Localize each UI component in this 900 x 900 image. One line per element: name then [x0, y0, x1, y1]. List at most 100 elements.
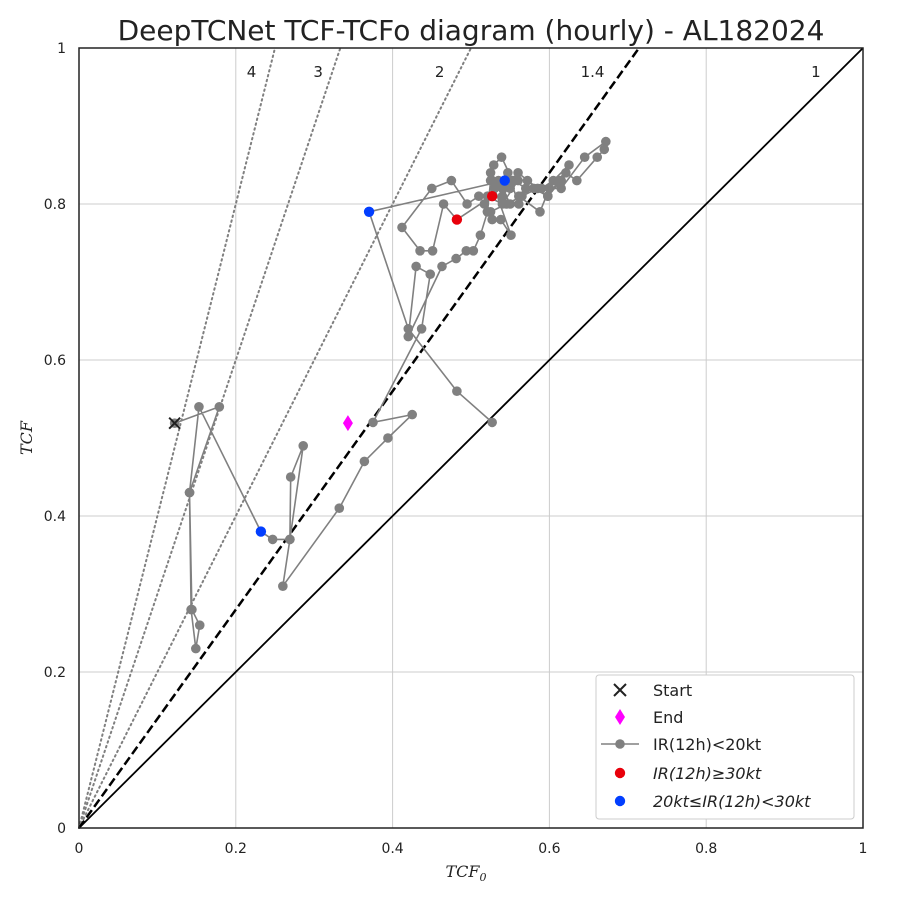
ratio-line-3 [78, 47, 342, 829]
track-point [561, 168, 571, 178]
track-point [403, 331, 414, 342]
ratio-line-label: 1.4 [581, 63, 605, 81]
track-point [513, 175, 523, 186]
track-point [461, 246, 472, 256]
end-marker [342, 415, 353, 432]
track-point [482, 207, 493, 217]
legend-label-red: IR(12h)≥30kt [653, 764, 762, 783]
blue-point [499, 175, 510, 186]
x-axis-label-subscript: 0 [480, 871, 487, 884]
red-point [451, 214, 463, 225]
track-point [513, 168, 523, 178]
legend-box [595, 674, 855, 820]
track-point [411, 261, 421, 272]
legend-symbol-end [615, 709, 625, 725]
blue-point [255, 526, 267, 537]
legend-item-track: IR(12h)<20kt [601, 735, 761, 754]
track-point [592, 152, 603, 162]
track-point [285, 472, 296, 482]
track-point [543, 191, 553, 201]
track-point [572, 175, 582, 186]
track-point [425, 269, 436, 280]
track-point [497, 191, 508, 201]
data-layer [168, 136, 611, 654]
x-tick-label: 0.4 [381, 841, 403, 857]
track-point [514, 199, 524, 209]
legend: Start End IR(12h)<20kt IR(12h)≥30kt 20kt… [595, 674, 855, 820]
x-tick-label: 0.2 [225, 841, 247, 857]
track-point [427, 183, 437, 194]
track-point [214, 402, 225, 412]
track-point [535, 207, 545, 217]
ratio-line-label: 1 [811, 63, 821, 81]
y-tick-label: 0.8 [44, 197, 66, 213]
track-point [517, 191, 527, 201]
tick-labels: 0 0.2 0.4 0.6 0.8 1 0 0.2 0.4 0.6 0.8 1 [44, 41, 868, 857]
x-tick-label: 0.8 [695, 841, 717, 857]
track-point [497, 199, 508, 209]
y-axis-label: TCF [17, 420, 36, 455]
track-point [187, 604, 197, 615]
track-point [452, 386, 462, 397]
ratio-line-4 [78, 47, 276, 829]
ratio-line-label: 2 [435, 63, 445, 81]
track-point [548, 175, 559, 186]
track-point [496, 152, 507, 162]
track-point [403, 324, 414, 334]
track-point [599, 144, 610, 155]
ratio-line-1-4 [77, 47, 641, 829]
reference-lines: 4 3 2 1.4 1 [77, 47, 864, 829]
legend-item-start: Start [613, 681, 692, 700]
track-point [416, 324, 427, 334]
legend-label-start: Start [653, 681, 692, 700]
y-tick-label: 0 [57, 821, 66, 837]
track-point [495, 214, 506, 225]
track-point [278, 581, 288, 591]
legend-symbol-track-point [615, 739, 625, 749]
track-point [489, 183, 500, 194]
blue-point [363, 206, 375, 217]
ratio-line-label: 3 [313, 63, 323, 81]
legend-symbol-red [614, 767, 626, 779]
legend-label-blue: 20kt≤IR(12h)<30kt [653, 792, 811, 811]
ratio-line-label: 4 [247, 63, 257, 81]
track-point [194, 402, 204, 412]
track-point [579, 152, 590, 162]
track-point [468, 246, 479, 256]
track-point [438, 199, 449, 209]
legend-item-red: IR(12h)≥30kt [614, 764, 762, 783]
track-point [184, 487, 195, 498]
legend-label-track: IR(12h)<20kt [653, 735, 761, 754]
legend-item-end: End [615, 708, 683, 727]
y-tick-label: 0.2 [44, 665, 66, 681]
track-point [427, 246, 438, 256]
x-tick-label: 1 [859, 841, 868, 857]
track-point [334, 503, 345, 513]
track-point [446, 175, 457, 186]
track-point [503, 168, 513, 178]
track-point [505, 183, 515, 194]
track-point [298, 441, 309, 451]
track-point [564, 160, 574, 170]
track-point [407, 409, 418, 420]
track-point [474, 191, 484, 201]
x-tick-label: 0.6 [538, 841, 560, 857]
legend-label-end: End [653, 708, 683, 727]
x-tick-label: 0 [75, 841, 84, 857]
track-point [194, 620, 205, 630]
track-point [497, 183, 508, 194]
track-point [359, 456, 370, 467]
track-point [521, 183, 531, 194]
y-tick-label: 0.4 [44, 509, 66, 525]
track-point [475, 230, 486, 240]
plot-frame [78, 47, 864, 829]
track-point [556, 183, 566, 194]
legend-symbol-blue [614, 795, 626, 807]
track-point [488, 160, 499, 170]
track-point [437, 261, 447, 272]
track-point [485, 175, 496, 186]
x-axis-label: TCF0 [445, 862, 486, 884]
track-point [506, 230, 516, 240]
track-point [601, 136, 611, 147]
